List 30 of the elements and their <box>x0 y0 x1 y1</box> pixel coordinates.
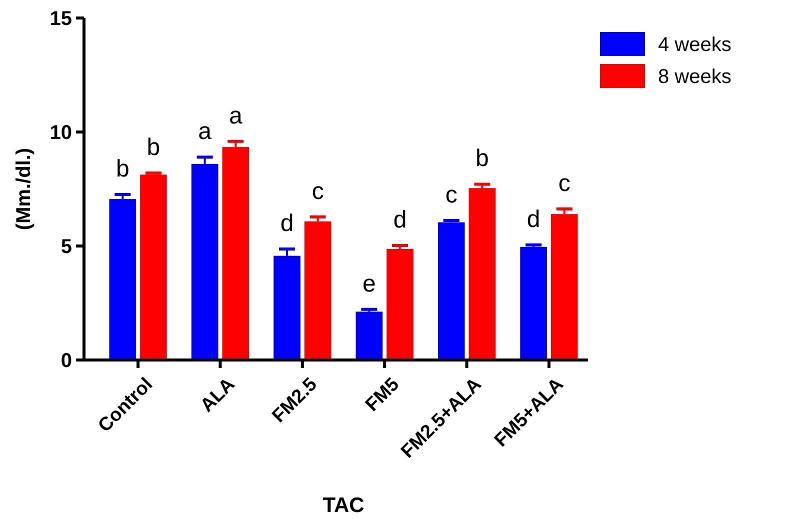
y-tick-label: 10 <box>50 122 72 144</box>
data-label: d <box>393 206 407 234</box>
bar <box>140 174 167 360</box>
bar <box>468 188 496 360</box>
y-axis-title: (Mm./dl.) <box>13 148 35 230</box>
data-label: d <box>280 210 294 237</box>
bar <box>386 248 414 360</box>
data-label: c <box>312 178 324 205</box>
data-label: a <box>228 102 243 130</box>
y-tick-label: 5 <box>60 236 72 258</box>
bar <box>222 147 250 360</box>
bar <box>438 222 465 360</box>
data-label: e <box>362 270 376 298</box>
bar <box>304 221 332 360</box>
data-label: a <box>198 118 212 146</box>
y-tick-label: 15 <box>50 8 72 30</box>
bar <box>109 199 136 360</box>
data-label: b <box>116 155 130 182</box>
legend-label: 4 weeks <box>658 34 732 56</box>
bar <box>520 246 547 360</box>
data-label: c <box>558 170 570 197</box>
data-label: d <box>526 206 540 233</box>
bar <box>356 312 383 360</box>
bar <box>550 214 578 360</box>
data-label: b <box>476 145 489 172</box>
data-label: b <box>146 134 160 162</box>
data-label: c <box>445 181 458 208</box>
legend-label: 8 weeks <box>658 66 732 88</box>
x-axis-title: TAC <box>322 494 364 517</box>
y-tick-label: 0 <box>60 350 72 372</box>
